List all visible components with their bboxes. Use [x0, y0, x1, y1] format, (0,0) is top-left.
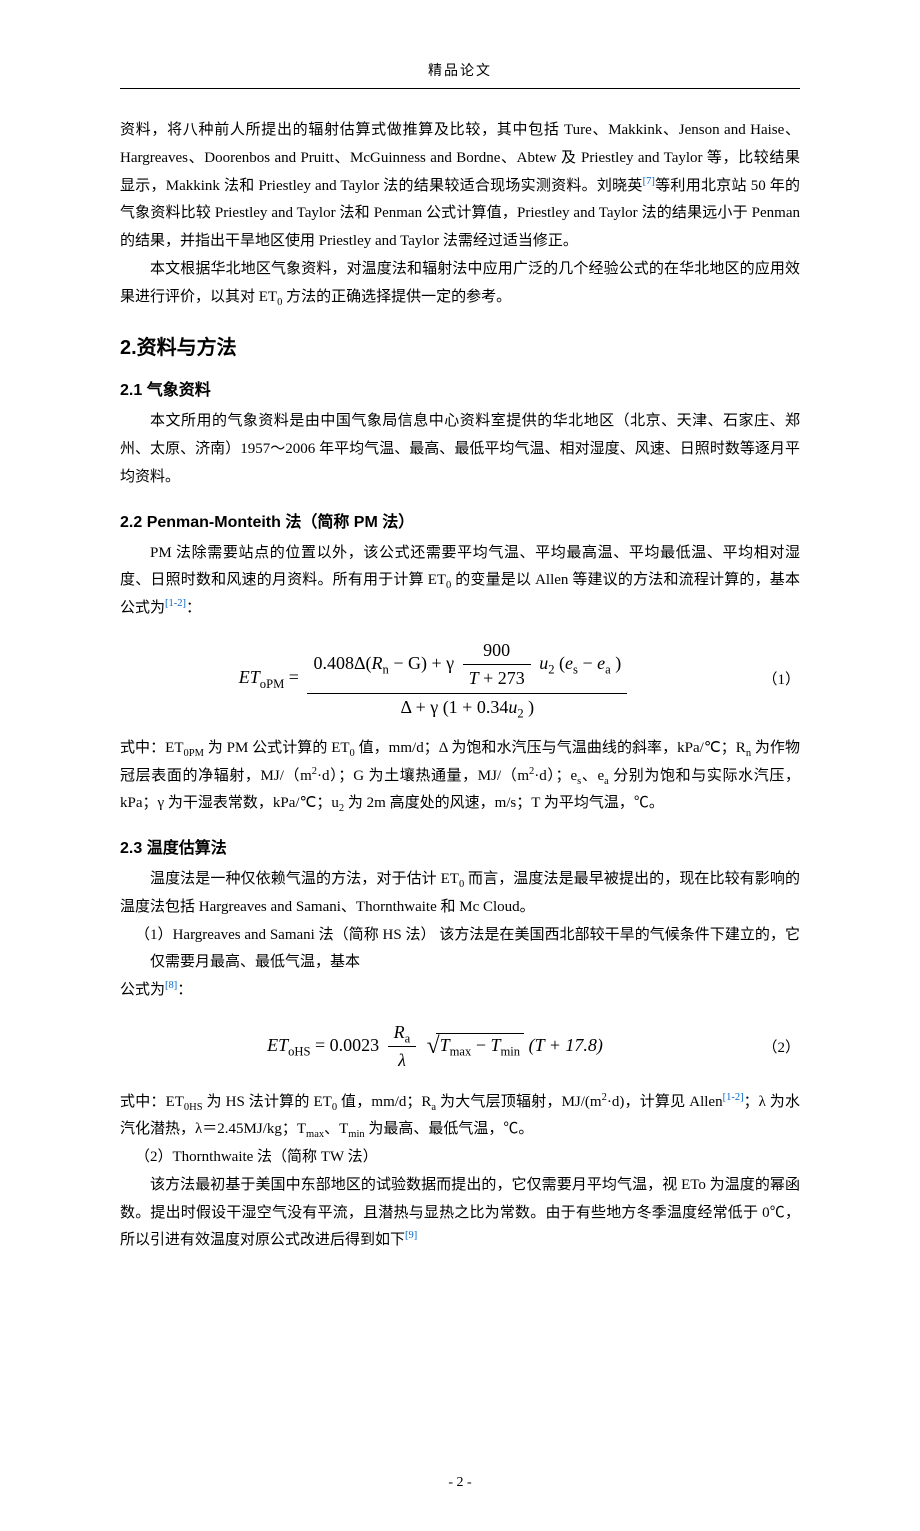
e2-g: 、T: [324, 1121, 348, 1137]
page: 精品论文 资料，将八种前人所提出的辐射估算式做推算及比较，其中包括 Ture、M…: [0, 0, 920, 1531]
section-2-2-intro: PM 法除需要站点的位置以外，该公式还需要平均气温、平均最高温、平均最低温、平均…: [120, 540, 800, 623]
d-e: ·d）；G 为土壤热通量，MJ/（m: [317, 768, 529, 784]
section-2-2-heading: 2.2 Penman-Monteith 法（简称 PM 法）: [120, 508, 800, 532]
eq2-tail: (T + 17.8): [529, 1035, 603, 1055]
ref-7: [7]: [643, 176, 655, 187]
section-2-heading: 2.资料与方法: [120, 331, 800, 360]
eq2-frac-num: Ra: [388, 1021, 417, 1047]
ref-1-2a: [1-2]: [165, 598, 186, 609]
d-sub-opm: 0PM: [184, 748, 204, 759]
eq1-denominator: Δ + γ (1 + 0.34u2 ): [307, 694, 627, 719]
intro-2b: 方法的正确选择提供一定的参考。: [282, 289, 511, 305]
eq1-Rn: R: [372, 653, 383, 673]
intro-paragraph-1: 资料，将八种前人所提出的辐射估算式做推算及比较，其中包括 Ture、Makkin…: [120, 117, 800, 256]
e2-b: 为 HS 法计算的 ET: [203, 1094, 332, 1110]
e2-d: 为大气层顶辐射，MJ/(m: [436, 1094, 602, 1110]
page-number: - 2 -: [120, 1475, 800, 1491]
p23a: 温度法是一种仅依赖气温的方法，对于估计 ET: [150, 871, 459, 887]
e2-a: 式中：ET: [120, 1094, 184, 1110]
eq2-Tmax-sub: max: [450, 1045, 472, 1059]
colon1: ：: [186, 600, 201, 616]
eq2-Tmax: T: [440, 1035, 450, 1055]
eq1-T: T: [469, 668, 479, 688]
e2-sub-min: min: [348, 1129, 364, 1140]
equation-1-body: EToPM = 0.408Δ(Rn − G) + γ 900 TT + 273 …: [120, 639, 750, 719]
section-2-1-body: 本文所用的气象资料是由中国气象局信息中心资料室提供的华北地区（北京、天津、石家庄…: [120, 408, 800, 491]
eq1-minusG: − G) + γ: [389, 653, 459, 673]
eq2-fraction: Ra λ: [388, 1021, 417, 1073]
equation-2-body: EToHS = 0.0023 Ra λ √Tmax − Tmin (T + 17…: [120, 1021, 750, 1073]
eq1-den-txt: Δ + γ (1 + 0.34: [401, 697, 509, 717]
eq1-numerator: 0.408Δ(Rn − G) + γ 900 TT + 273 + 273 u2…: [307, 639, 627, 694]
e2-h: 为最高、最低气温，℃。: [365, 1121, 534, 1137]
eq2-lhs: ET: [267, 1035, 288, 1055]
eq1-lhs-sub: oPM: [260, 677, 285, 691]
eq1-den-tail: ): [524, 697, 535, 717]
eq2-lhs-sub: oHS: [288, 1045, 310, 1059]
hs-formula-label: 公式为: [120, 982, 165, 998]
intro-paragraph-2: 本文根据华北地区气象资料，对温度法和辐射法中应用广泛的几个经验公式的在华北地区的…: [120, 256, 800, 312]
d-f: ·d）；e: [534, 768, 577, 784]
d-c: 值，mm/d；Δ 为饱和水汽压与气温曲线的斜率，kPa/℃；R: [355, 740, 746, 756]
d-i: 为 2m 高度处的风速，m/s；T 为平均气温，℃。: [344, 795, 664, 811]
d-b: 为 PM 公式计算的 ET: [204, 740, 350, 756]
equation-2: EToHS = 0.0023 Ra λ √Tmax − Tmin (T + 17…: [120, 1021, 800, 1073]
hs-method-item: （1）Hargreaves and Samani 法（简称 HS 法） 该方法是…: [135, 922, 800, 978]
eq2-Ra-sub: a: [405, 1032, 411, 1046]
hs-formula-intro: 公式为[8]：: [120, 977, 800, 1005]
eq2-sqrt: √Tmax − Tmin: [425, 1031, 524, 1061]
ref-1-2b: [1-2]: [723, 1092, 744, 1103]
sqrt-radicand: Tmax − Tmin: [436, 1033, 524, 1057]
equation-1: EToPM = 0.408Δ(Rn − G) + γ 900 TT + 273 …: [120, 639, 800, 719]
eq1-equals: =: [289, 667, 304, 687]
equation-2-number: （2）: [750, 1036, 800, 1057]
eq1-inner-den: TT + 273 + 273: [463, 665, 531, 690]
e2-c: 值，mm/d；R: [337, 1094, 431, 1110]
section-2-3-heading: 2.3 温度估算法: [120, 834, 800, 858]
tw-method-body: 该方法最初基于美国中东部地区的试验数据而提出的，它仅需要月平均气温，视 ETo …: [120, 1172, 800, 1255]
section-2-3-intro: 温度法是一种仅依赖气温的方法，对于估计 ET0 而言，温度法是最早被提出的，现在…: [120, 866, 800, 922]
eq1-lhs: ET: [239, 667, 260, 687]
eq1-ea: e: [597, 653, 605, 673]
eq1-inner-num: 900: [463, 639, 531, 665]
tw-method-head: （2）Thornthwaite 法（简称 TW 法）: [135, 1144, 800, 1172]
ref-8: [8]: [165, 980, 177, 991]
eq1-inner-fraction: 900 TT + 273 + 273: [463, 639, 531, 691]
page-header-label: 精品论文: [120, 60, 800, 80]
header-rule: [120, 88, 800, 89]
eq1-main-fraction: 0.408Δ(Rn − G) + γ 900 TT + 273 + 273 u2…: [307, 639, 627, 719]
ref-9: [9]: [405, 1230, 417, 1241]
eq2-frac-den: λ: [388, 1047, 417, 1072]
eq1-description: 式中：ET0PM 为 PM 公式计算的 ET0 值，mm/d；Δ 为饱和水汽压与…: [120, 735, 800, 818]
eq2-description: 式中：ET0HS 为 HS 法计算的 ET0 值，mm/d；Ra 为大气层顶辐射…: [120, 1089, 800, 1145]
colon2: ：: [177, 982, 192, 998]
eq1-es: e: [565, 653, 573, 673]
d-g: 、e: [581, 768, 604, 784]
section-2-1-heading: 2.1 气象资料: [120, 376, 800, 400]
eq2-Ra: R: [394, 1022, 405, 1042]
eq1-numlead: 0.408Δ(: [313, 653, 371, 673]
eq2-Tmin: T: [490, 1035, 500, 1055]
tw-body-text: 该方法最初基于美国中东部地区的试验数据而提出的，它仅需要月平均气温，视 ETo …: [120, 1177, 800, 1249]
equation-1-number: （1）: [750, 668, 800, 689]
eq2-coef: = 0.0023: [315, 1035, 379, 1055]
e2-sub-ohs: 0HS: [184, 1102, 203, 1113]
eq1-u2b: u: [508, 697, 517, 717]
d-a: 式中：ET: [120, 740, 184, 756]
eq1-u2: u: [539, 653, 548, 673]
e2-sub-max: max: [306, 1129, 324, 1140]
e2-e: ·d)，计算见 Allen: [607, 1094, 723, 1110]
eq2-Tmin-sub: min: [500, 1045, 520, 1059]
